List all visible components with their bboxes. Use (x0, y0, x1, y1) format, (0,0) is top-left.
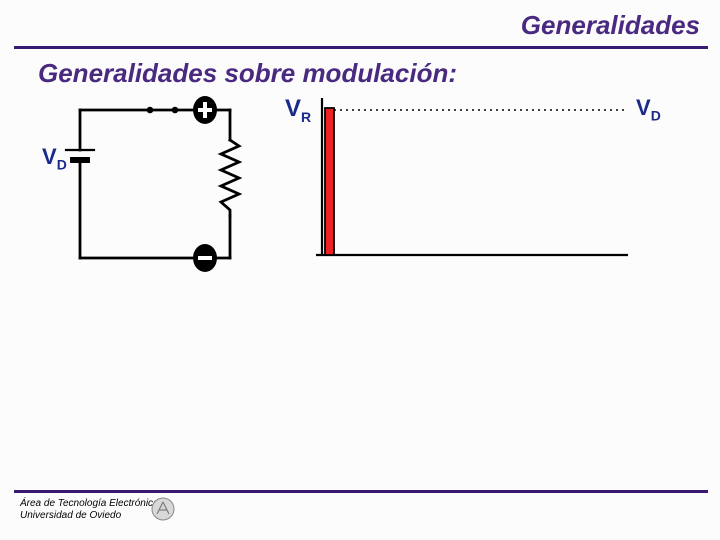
footer-logo-bg (152, 498, 174, 520)
footer-text: Área de Tecnología Electrónica - Univers… (20, 498, 165, 522)
footer-line2: Universidad de Oviedo (20, 510, 165, 522)
graph-svg (0, 90, 720, 280)
header-title: Generalidades (521, 10, 700, 41)
section-title-text: Generalidades sobre modulación: (38, 58, 457, 88)
header-rule (14, 46, 708, 49)
section-title: Generalidades sobre modulación: (38, 58, 457, 89)
diagram-area: VD (0, 90, 720, 280)
header-title-text: Generalidades (521, 10, 700, 40)
footer-logo (150, 496, 176, 522)
footer-rule (14, 490, 708, 493)
footer-line1: Área de Tecnología Electrónica - (20, 498, 165, 510)
graph-bar (325, 108, 334, 255)
